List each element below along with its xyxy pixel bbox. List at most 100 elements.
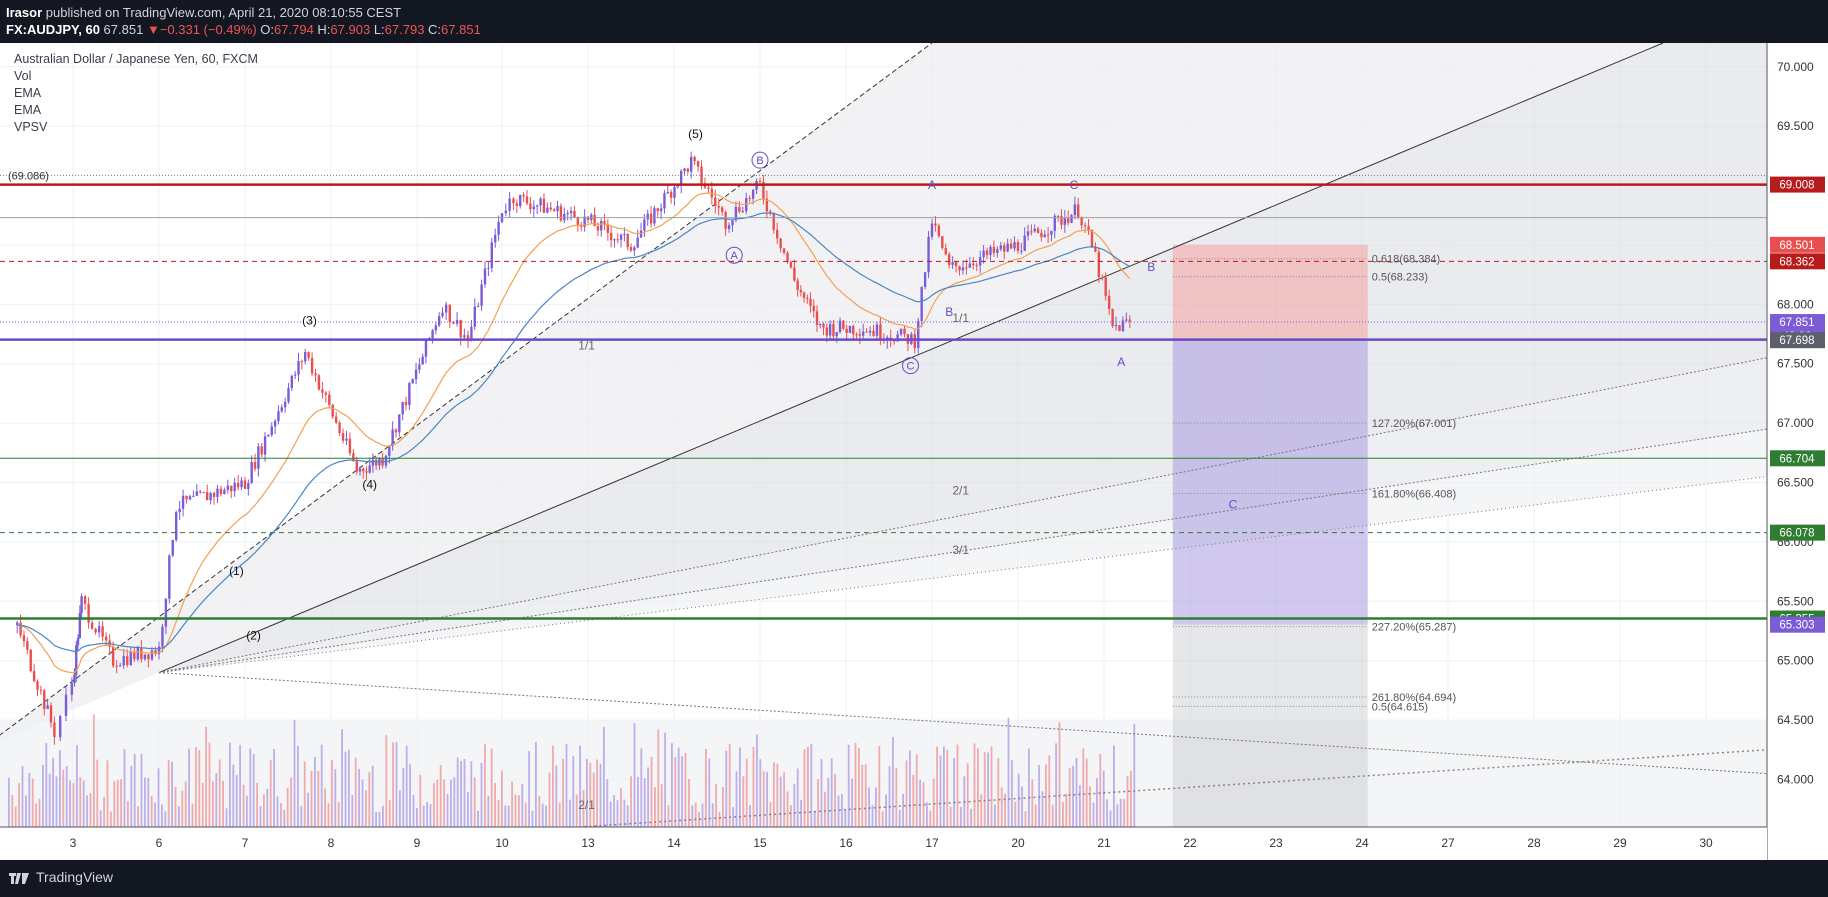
volume-bar <box>1092 802 1095 827</box>
volume-bar <box>1051 804 1054 827</box>
candle-body <box>835 331 838 337</box>
candle-body <box>596 226 600 231</box>
gann-label: 2/1 <box>578 798 595 812</box>
volume-bar <box>640 748 643 827</box>
volume-bar <box>688 779 690 827</box>
wave-label: (3) <box>302 314 317 328</box>
volume-bar <box>212 781 214 827</box>
volume-bar <box>327 803 330 827</box>
volume-bar <box>837 795 840 827</box>
volume-bar <box>599 763 602 827</box>
volume-bar <box>994 804 996 827</box>
wave-label: C <box>907 361 915 373</box>
candle-body <box>1087 226 1090 231</box>
volume-bar <box>113 781 116 827</box>
candle-body <box>992 246 996 253</box>
volume-bar <box>453 777 456 827</box>
volume-bar <box>300 805 303 827</box>
author-name[interactable]: Irasor <box>6 5 43 20</box>
brand-name[interactable]: TradingView <box>36 869 114 885</box>
volume-bar <box>966 763 969 827</box>
candle-body <box>569 210 573 214</box>
candle-body <box>989 246 992 255</box>
volume-bar <box>888 766 891 827</box>
position-target-zone <box>1172 339 1368 625</box>
volume-bar <box>137 806 139 827</box>
volume-bar <box>1048 755 1051 827</box>
volume-bar <box>28 772 31 827</box>
volume-bar <box>531 810 534 827</box>
candle-body <box>280 407 283 412</box>
price-tag-label: 68.501 <box>1779 240 1814 252</box>
y-tick-label: 68.000 <box>1777 297 1814 311</box>
fib-label: 227.20%(65.287) <box>1372 622 1456 634</box>
x-tick-label: 14 <box>667 836 681 850</box>
legend-indicator-vol[interactable]: Vol <box>14 69 32 83</box>
volume-bar <box>446 794 449 827</box>
price-chart[interactable]: (69.086) 0.618(68.384) 0.5(68.233) 127.20%(… <box>0 43 1828 860</box>
candle-body <box>656 208 659 212</box>
volume-bar <box>480 762 483 827</box>
candle-body <box>552 209 556 212</box>
y-tick-label: 64.000 <box>1777 772 1814 786</box>
volume-bar <box>276 796 279 827</box>
open-label: O: <box>260 22 275 37</box>
fib-label: 0.5(68.233) <box>1372 272 1428 284</box>
candle-body <box>1063 218 1067 225</box>
volume-bar <box>382 805 384 827</box>
candle-body <box>975 265 978 267</box>
volume-bar <box>433 783 435 827</box>
volume-bar <box>834 773 836 827</box>
candle-body <box>676 185 680 187</box>
candle-body <box>576 217 580 225</box>
volume-bar <box>970 808 972 827</box>
volume-bar <box>55 776 58 827</box>
volume-bar <box>1024 811 1027 827</box>
volume-bar <box>626 805 629 827</box>
volume-bar <box>497 800 500 827</box>
volume-bar <box>943 746 945 827</box>
candle-body <box>1077 204 1080 218</box>
candle-body <box>848 325 852 333</box>
candle-body <box>1053 215 1056 231</box>
wave-label-circle <box>902 357 919 375</box>
gann-label: 2/1 <box>952 483 969 497</box>
volume-bar <box>487 795 490 827</box>
down-arrow-icon: ▼ <box>146 22 160 37</box>
volume-bar <box>511 781 513 827</box>
candle-body <box>1003 245 1006 252</box>
volume-bar <box>365 790 367 827</box>
x-tick-label: 28 <box>1527 836 1541 850</box>
candle-body <box>937 225 941 237</box>
candle-body <box>1128 319 1131 322</box>
volume-bar <box>875 787 877 827</box>
wave-label: A <box>1117 355 1125 369</box>
volume-bar <box>103 796 105 827</box>
legend-indicator-vpsv[interactable]: VPSV <box>14 120 48 134</box>
gann-fan-ray-4 <box>158 672 1768 775</box>
candle-body <box>769 211 772 213</box>
tradingview-logo-icon <box>9 873 29 884</box>
volume-bar <box>524 802 527 827</box>
volume-bar <box>181 790 184 827</box>
legend-indicator-ema-2[interactable]: EMA <box>14 103 42 117</box>
volume-bar <box>895 768 898 827</box>
candle-body <box>1023 235 1026 251</box>
chart-area[interactable]: (69.086) 0.618(68.384) 0.5(68.233) 127.20%(… <box>0 43 1828 860</box>
legend-indicator-ema-1[interactable]: EMA <box>14 86 42 100</box>
candle-body <box>1097 251 1101 278</box>
candle-body <box>806 297 809 300</box>
symbol: FX:AUDJPY, 60 <box>6 22 100 37</box>
volume-bar <box>647 767 649 827</box>
volume-bar <box>42 764 44 827</box>
volume-bar <box>116 780 119 827</box>
volume-bar <box>140 753 143 827</box>
volume-bar <box>225 808 228 827</box>
candle-body <box>542 198 546 213</box>
candle-body <box>122 656 125 666</box>
candle-body <box>786 252 789 262</box>
volume-bar <box>932 778 935 827</box>
volume-bar <box>660 784 663 827</box>
volume-bar <box>14 806 17 827</box>
candle-body <box>958 266 961 271</box>
